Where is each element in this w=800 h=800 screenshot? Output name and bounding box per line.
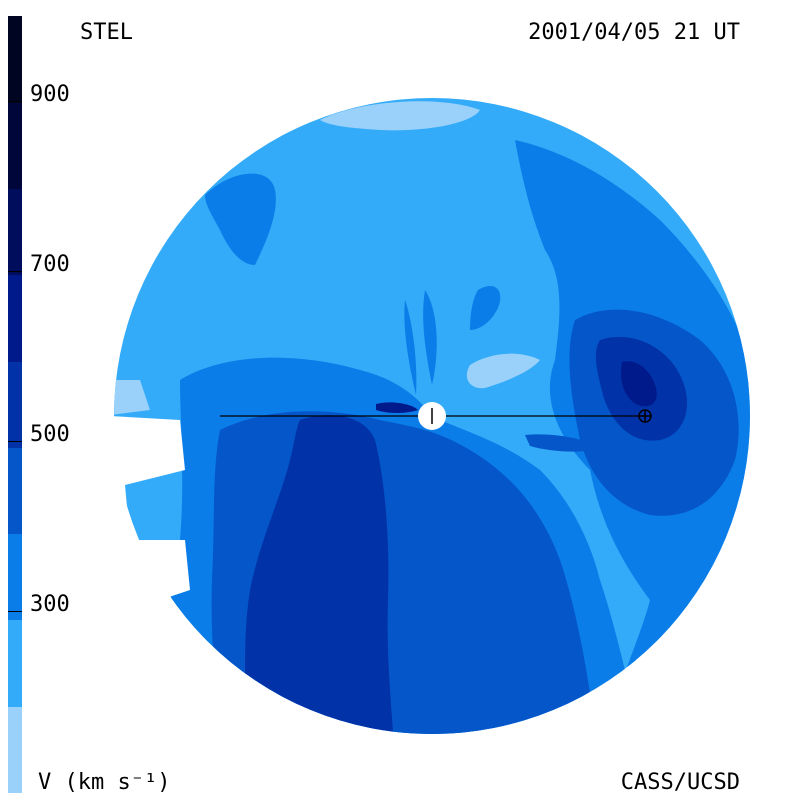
contour-mid-streak-2 [423,290,437,385]
contour-light-center [466,353,540,389]
contour-mid-streak-1 [404,300,417,395]
unit-label: V (km s⁻¹) [38,770,171,795]
contour-light-left-edge [114,380,150,415]
datetime-label: 2001/04/05 21 UT [528,20,740,45]
contour-dark-streak [525,434,600,452]
colorbar-tick-500 [8,441,22,442]
colorbar-segment [8,619,22,707]
colorbar-label-500: 500 [30,422,70,447]
contour-darkest-hotspot [620,361,657,407]
colorbar-tick-700 [8,271,22,272]
contour-mid-upper-left [205,173,276,265]
colorbar-label-700: 700 [30,252,70,277]
contour-deep-spot [376,402,418,413]
colorbar-label-300: 300 [30,592,70,617]
colorbar-tick-900 [8,101,22,102]
velocity-contours [114,98,750,734]
contour-light-top [320,101,480,131]
colorbar-segment [8,102,22,190]
colorbar-segment [8,533,22,621]
colorbar-segment [8,16,22,103]
credit-label: CASS/UCSD [620,770,740,795]
contour-darker-left-lobe [245,415,395,734]
colorbar-label-900: 900 [30,82,70,107]
colorbar-segment [8,705,22,793]
colorbar-segment [8,188,22,276]
colorbar-segment [8,274,22,362]
contour-mid-streak-3 [470,286,501,330]
data-gap-left [110,416,190,600]
earth-marker [638,409,652,423]
source-label: STEL [80,20,133,45]
colorbar-segment [8,360,22,448]
velocity-colorbar [8,16,22,793]
colorbar-tick-300 [8,611,22,612]
colorbar-segment [8,447,22,535]
